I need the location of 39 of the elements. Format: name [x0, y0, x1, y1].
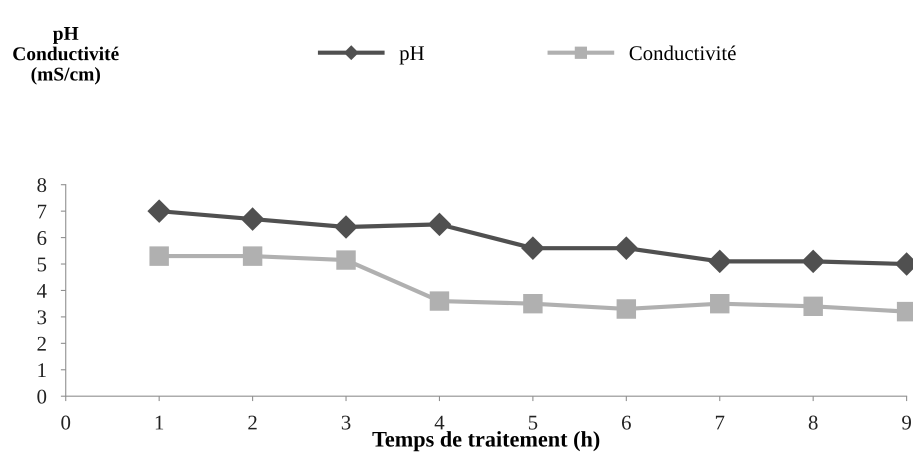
point: [428, 212, 451, 236]
point: [149, 246, 169, 266]
y-tick-label: 1: [38, 363, 46, 377]
x-tick-label: 1: [156, 416, 164, 430]
y-tick-label: 6: [37, 231, 46, 246]
x-tick-label: 4: [434, 416, 444, 430]
point: [616, 299, 636, 319]
point: [803, 296, 823, 316]
x-axis-title: Temps de traitement (h): [372, 431, 600, 452]
x-tick-label: 6: [622, 416, 631, 430]
point: [710, 294, 730, 314]
point: [334, 216, 358, 239]
point: [241, 208, 264, 231]
x-tick-label: 9: [902, 416, 911, 430]
legend-label: Conductivité: [630, 46, 736, 60]
point: [523, 294, 543, 314]
point: [148, 200, 171, 223]
y-axis-title: pH Conductivité (mS/cm): [13, 27, 119, 85]
y-tick-label: 0: [37, 390, 46, 404]
point: [336, 250, 356, 270]
y-tick-label: 8: [37, 178, 46, 192]
point: [521, 236, 544, 260]
x-tick-label: 7: [716, 416, 724, 430]
y-tick-label: 2: [37, 336, 46, 351]
y-tick-label: 7: [38, 204, 46, 218]
y-tick-label: 4: [36, 284, 47, 298]
x-tick-label: 5: [528, 416, 538, 430]
point: [708, 250, 732, 273]
y-tick-label: 3: [38, 310, 46, 324]
x-tick-label: 2: [248, 416, 257, 430]
x-tick-label: 3: [342, 416, 350, 430]
x-tick-label: 8: [808, 416, 818, 430]
x-tick-label: 0: [61, 416, 70, 430]
legend-label: pH: [400, 46, 424, 64]
point: [430, 291, 450, 311]
y-tick-label: 5: [38, 258, 46, 272]
point: [242, 246, 262, 266]
point: [802, 250, 825, 273]
point: [614, 236, 638, 260]
